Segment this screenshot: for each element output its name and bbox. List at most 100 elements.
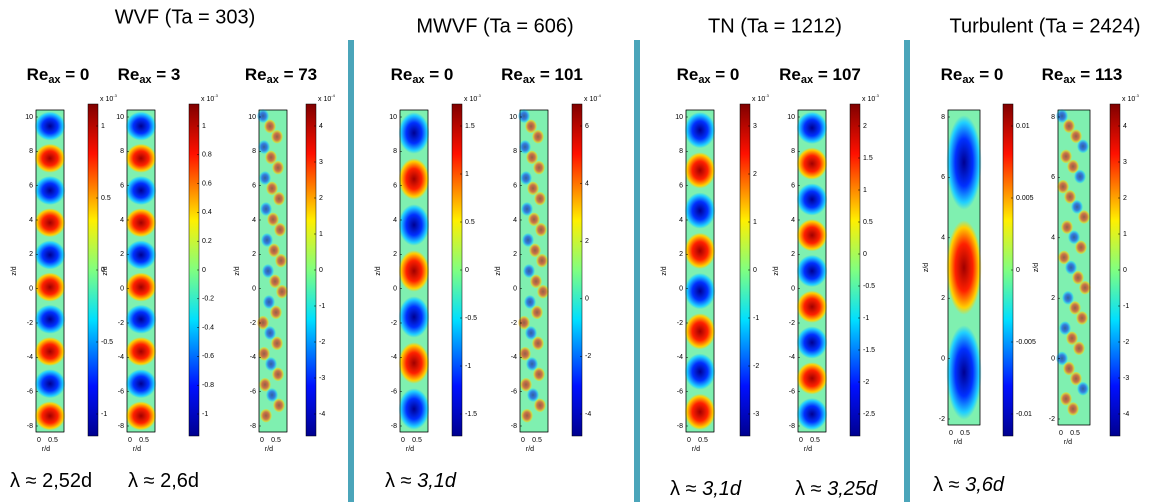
- text-part: λ ≈ 2,52d: [10, 470, 92, 492]
- text-part: λ ≈ 2,6d: [128, 470, 199, 492]
- turbulent-blob: [527, 388, 539, 402]
- y-tick-label: -2: [391, 320, 397, 327]
- y-tick-label: -4: [677, 354, 683, 361]
- x-tick-label: 0: [128, 437, 132, 444]
- vortex: [684, 393, 716, 430]
- colorbar-tick-label: 0: [753, 267, 757, 274]
- group-title: WVF (Ta = 303): [115, 6, 256, 28]
- colorbar-tick-label: -1: [465, 363, 471, 370]
- colorbar-tick-label: -1.5: [465, 411, 477, 418]
- x-axis-label: r/d: [954, 439, 962, 446]
- text-part: Re: [501, 65, 523, 84]
- text-part: -4: [331, 93, 335, 98]
- colorbar: [849, 103, 861, 437]
- x-axis-label: r/d: [406, 446, 414, 453]
- y-tick-label: 0: [941, 355, 945, 362]
- colorbar-tick-label: -4: [1123, 411, 1129, 418]
- turbulent-blob: [273, 191, 285, 206]
- vortex: [684, 152, 716, 189]
- turbulent-blob: [1061, 220, 1073, 235]
- text-part: x 10: [464, 96, 477, 103]
- vortex: [34, 240, 66, 270]
- colorbar-tick-label: 4: [1123, 123, 1127, 130]
- vortex: [796, 111, 828, 144]
- wavelength: λ ≈ 3,6d: [933, 474, 1005, 496]
- turbulent-blob: [257, 315, 269, 330]
- y-tick-label: -2: [118, 320, 124, 327]
- re-label: Reax = 0: [391, 65, 454, 85]
- turbulent-blob: [527, 181, 539, 196]
- x-tick-label: 0: [401, 437, 405, 444]
- colorbar-tick-label: 1: [753, 219, 757, 226]
- turbulent-blob: [1063, 361, 1075, 376]
- vortex: [684, 353, 716, 390]
- turbulent-blob: [1067, 401, 1079, 416]
- colorbar-tick-label: 2: [863, 123, 867, 130]
- y-tick-label: -8: [27, 423, 33, 430]
- y-tick-label: 8: [120, 148, 124, 155]
- turbulent-blob: [532, 336, 544, 351]
- vortex: [125, 240, 157, 270]
- turbulent-blob: [536, 253, 548, 268]
- x-tick-label: 0.5: [810, 437, 820, 444]
- y-tick-label: -2: [1049, 416, 1055, 423]
- colorbar-tick-label: 2: [585, 238, 589, 245]
- text-part: Re: [27, 65, 49, 84]
- y-tick-label: 0: [252, 286, 256, 293]
- colorbar-tick-label: -0.2: [202, 296, 214, 303]
- y-tick-label: 4: [679, 217, 683, 224]
- text-part: ax: [523, 74, 536, 86]
- text-part: ax: [412, 74, 425, 86]
- y-tick-label: 10: [248, 114, 256, 121]
- text-part: -3: [1135, 93, 1139, 98]
- turbulent-blob: [1069, 300, 1081, 315]
- text-part: Re: [677, 65, 699, 84]
- colorbar-tick-label: 1: [863, 187, 867, 194]
- colorbar-tick-label: 0.5: [465, 219, 475, 226]
- colorbar-tick-label: -0.5: [101, 339, 113, 346]
- turbulent-blob: [1070, 129, 1082, 144]
- re-label: Reax = 107: [779, 65, 861, 85]
- text-part: = 0: [975, 65, 1004, 84]
- colorbar-tick-label: 2: [319, 195, 323, 202]
- y-tick-label: -8: [250, 423, 256, 430]
- colorbar-tick-label: 0: [1123, 267, 1127, 274]
- y-tick-label: 0: [29, 286, 33, 293]
- wavelength: λ ≈ 2,52d: [10, 470, 92, 492]
- colorbar-scale: x 10-4: [318, 93, 336, 103]
- re-label: Reax = 0: [677, 65, 740, 85]
- colorbar-tick-label: -3: [753, 411, 759, 418]
- y-tick-label: 4: [120, 217, 124, 224]
- colorbar-tick-label: -1: [1123, 303, 1129, 310]
- y-tick-label: 8: [941, 114, 945, 121]
- vortex: [684, 273, 716, 310]
- turbulent-blob: [521, 202, 533, 216]
- y-tick-label: 4: [513, 217, 517, 224]
- vortex: [34, 304, 66, 334]
- turbulent-blob: [1062, 290, 1074, 305]
- colorbar-tick-label: 1: [101, 123, 105, 130]
- turbulent-blob: [520, 377, 532, 392]
- colorbar-tick-label: -1: [202, 411, 208, 418]
- colorbar-tick-label: 0: [863, 251, 867, 258]
- colorbar-scale: x 10-3: [100, 93, 118, 103]
- re-label: Reax = 3: [118, 65, 181, 85]
- y-tick-label: -2: [27, 320, 33, 327]
- text-part: x 10: [201, 96, 214, 103]
- field-frame: [685, 109, 715, 433]
- colorbar-tick-label: 3: [753, 123, 757, 130]
- vortex: [796, 398, 828, 431]
- turbulent-blob: [265, 150, 277, 165]
- turbulent-blob: [1059, 321, 1071, 336]
- field-frame: [519, 109, 549, 433]
- text-part: ax: [698, 74, 711, 86]
- vortex: [398, 112, 430, 154]
- turbulent-blob: [518, 109, 530, 123]
- colorbar-tick-label: -1.5: [863, 347, 875, 354]
- x-tick-label: 0: [949, 430, 953, 437]
- y-tick-label: 6: [120, 183, 124, 190]
- y-tick-label: -2: [250, 320, 256, 327]
- field-frame: [1057, 109, 1091, 426]
- x-tick-label: 0: [799, 437, 803, 444]
- turbulent-blob: [530, 274, 542, 289]
